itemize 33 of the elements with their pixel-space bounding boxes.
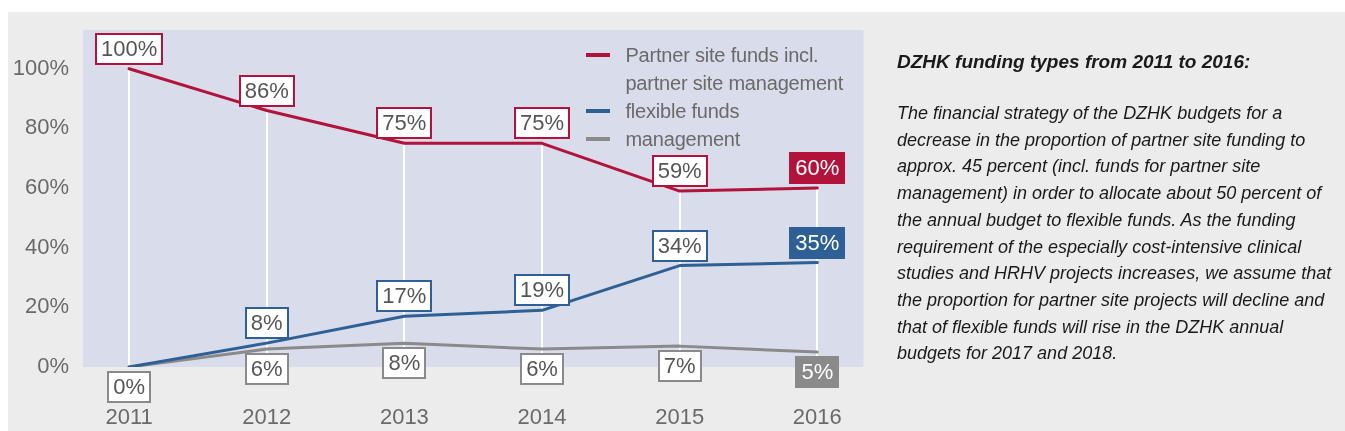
legend-label: flexible funds <box>625 99 741 124</box>
x-tick-label: 2011 <box>105 404 153 430</box>
y-tick-label: 100% <box>12 54 69 80</box>
data-label: 7% <box>663 353 696 379</box>
x-tick-label: 2015 <box>655 404 705 430</box>
data-label: 19% <box>520 277 565 303</box>
y-tick-label: 20% <box>24 293 69 319</box>
data-label: 8% <box>250 310 283 336</box>
y-tick-label: 80% <box>24 114 69 140</box>
y-tick-label: 60% <box>24 174 69 200</box>
data-label: 59% <box>657 158 702 184</box>
data-label: 86% <box>244 77 289 103</box>
x-tick-label: 2016 <box>792 404 842 430</box>
data-label: 0% <box>113 374 146 400</box>
text: The financial strategy of the DZHK budgets for a decrease in the proportion of partner site funding to approx. 45 percent (incl. funds for partner site management) in order to allocate about 50 percent of the annual budget to flexible funds. As the funding requirement of the especially cost-intensive clinical studies and HRHV projects increases, we assume that the proportion for partner site projects will decline and that of flexible funds will rise in the DZHK annual budgets for 2017 and 2018. <box>897 103 1332 364</box>
data-label: 35% <box>795 229 840 255</box>
data-label: 17% <box>382 283 427 309</box>
text: DZHK funding types from 2011 to 2016: <box>897 50 1252 74</box>
data-label: 60% <box>795 155 840 181</box>
y-tick-label: 0% <box>37 353 69 379</box>
data-label: 75% <box>520 110 565 136</box>
x-tick-label: 2013 <box>379 404 429 430</box>
data-label: 100% <box>100 35 158 61</box>
x-tick-label: 2014 <box>517 404 567 430</box>
data-label: 8% <box>388 350 421 376</box>
data-label: 34% <box>657 232 702 258</box>
data-label: 75% <box>382 110 427 136</box>
legend-label: management <box>625 127 742 152</box>
data-label: 6% <box>526 356 558 382</box>
x-tick-label: 2012 <box>242 404 292 430</box>
y-tick-label: 40% <box>24 233 69 259</box>
data-label: 6% <box>250 356 283 382</box>
data-label: 5% <box>801 359 834 385</box>
